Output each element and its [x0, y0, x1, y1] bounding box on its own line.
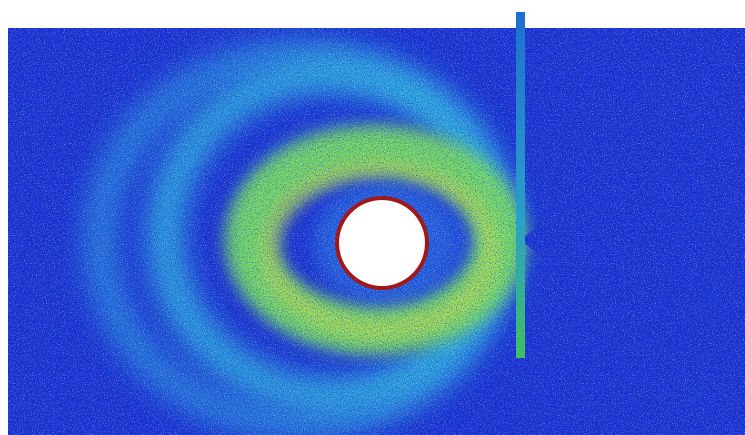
- obstacle-cylinder: [337, 198, 427, 288]
- probe-rod: [516, 12, 525, 358]
- simulation-view: [0, 0, 745, 435]
